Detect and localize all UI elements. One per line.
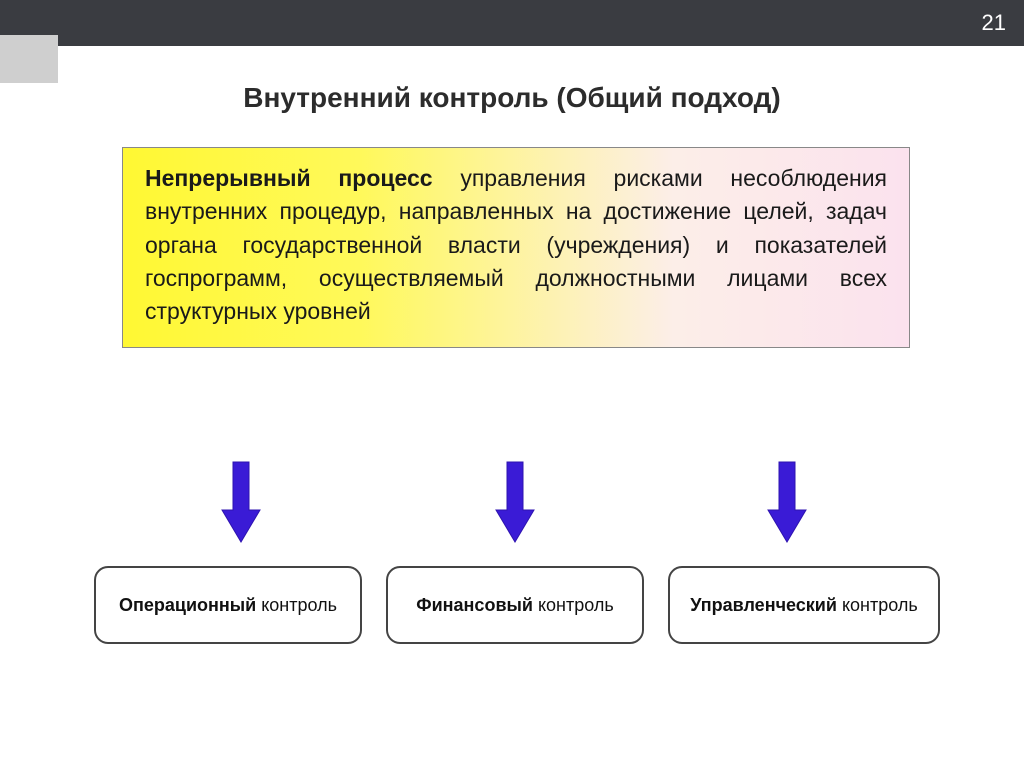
control-box-managerial: Управленческий контроль bbox=[668, 566, 940, 644]
arrow-down-icon bbox=[766, 460, 808, 544]
control-label-rest: контроль bbox=[837, 595, 918, 615]
slide: 21 Внутренний контроль (Общий подход) Не… bbox=[0, 0, 1024, 768]
topbar bbox=[0, 0, 1024, 46]
left-accent-rect bbox=[0, 35, 58, 83]
arrow-down-icon bbox=[494, 460, 536, 544]
definition-lead: Непрерывный процесс bbox=[145, 165, 433, 191]
control-label-rest: контроль bbox=[533, 595, 614, 615]
controls-row: Операционный контроль Финансовый контрол… bbox=[0, 566, 1024, 654]
arrow-down-icon bbox=[220, 460, 262, 544]
page-number: 21 bbox=[982, 10, 1006, 36]
control-label-rest: контроль bbox=[256, 595, 337, 615]
control-label-bold: Финансовый bbox=[416, 595, 533, 615]
control-box-operational: Операционный контроль bbox=[94, 566, 362, 644]
control-box-financial: Финансовый контроль bbox=[386, 566, 644, 644]
control-label-bold: Управленческий bbox=[690, 595, 837, 615]
definition-box: Непрерывный процесс управления рисками н… bbox=[122, 147, 910, 348]
slide-title: Внутренний контроль (Общий подход) bbox=[0, 82, 1024, 114]
arrows-row bbox=[0, 460, 1024, 550]
control-label-bold: Операционный bbox=[119, 595, 256, 615]
